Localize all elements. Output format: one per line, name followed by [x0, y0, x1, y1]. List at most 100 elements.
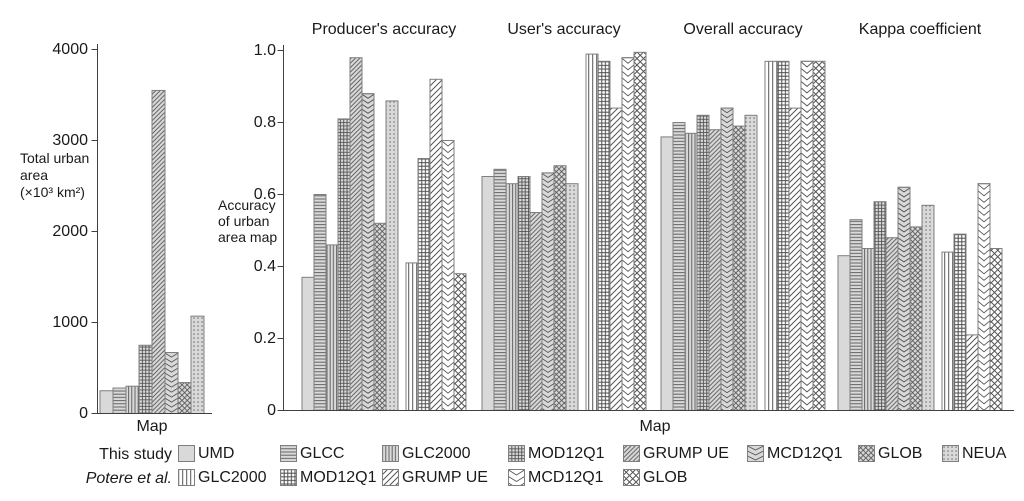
legend-swatch-icon	[508, 469, 525, 486]
bar-kappa-coefficient-glc2000	[861, 248, 875, 411]
bar-user-s-accuracy-grump-ue	[609, 107, 623, 411]
right-y-axis-title: Accuracy of urban area map	[218, 197, 277, 245]
bar-overall-accuracy-glob	[732, 125, 746, 411]
bar-total-urban-area-umd	[99, 390, 114, 414]
legend-row-label-this-study: This study	[99, 446, 172, 463]
left-y-axis-title-line: area	[20, 167, 49, 183]
legend-item-mcd12q1: MCD12Q1	[747, 445, 843, 462]
legend-swatch-icon	[178, 469, 195, 486]
bar-kappa-coefficient-neua	[921, 204, 935, 411]
bar-user-s-accuracy-neua	[565, 183, 579, 411]
bar-total-urban-area-glc2000	[125, 385, 140, 415]
bar-producer-s-accuracy-umd	[301, 276, 315, 411]
legend-item-umd: UMD	[178, 445, 234, 462]
bar-user-s-accuracy-glob	[553, 165, 567, 411]
bar-overall-accuracy-mod12q1	[696, 114, 710, 412]
group-title-producer-s-accuracy: Producer's accuracy	[311, 21, 457, 38]
bar-overall-accuracy-neua	[744, 114, 758, 412]
bar-overall-accuracy-grump-ue	[788, 107, 802, 411]
left-panel-y-tick-label: 0	[79, 404, 88, 422]
legend-item-label: GLCC	[300, 445, 345, 462]
bar-total-urban-area-grump-ue	[151, 89, 166, 414]
bar-producer-s-accuracy-grump-ue	[349, 57, 363, 411]
legend-swatch-icon	[623, 469, 640, 486]
bar-kappa-coefficient-glob	[989, 248, 1003, 411]
bar-user-s-accuracy-mcd12q1	[621, 57, 635, 411]
bar-user-s-accuracy-mod12q1	[597, 60, 611, 412]
bar-producer-s-accuracy-glob	[453, 273, 467, 412]
right-x-axis-label: Map	[639, 418, 671, 435]
bar-producer-s-accuracy-neua	[385, 100, 399, 412]
bar-overall-accuracy-glcc	[672, 122, 686, 411]
group-title-user-s-accuracy: User's accuracy	[507, 21, 621, 38]
legend-item-label: MCD12Q1	[528, 469, 604, 486]
left-panel-y-tick-label: 3000	[52, 131, 88, 149]
bar-kappa-coefficient-mod12q1	[953, 233, 967, 411]
bar-kappa-coefficient-glc2000	[941, 251, 955, 411]
legend-item-grump-ue: GRUMP UE	[382, 469, 488, 486]
legend-item-glcc: GLCC	[280, 445, 344, 462]
left-panel-y-tick-label: 2000	[52, 222, 88, 240]
legend-item-label: MOD12Q1	[528, 445, 605, 462]
right-panel-y-tick-label: 1.0	[253, 41, 276, 59]
group-title-kappa-coefficient: Kappa coefficient	[858, 21, 982, 38]
bar-user-s-accuracy-umd	[481, 176, 495, 411]
legend-swatch-icon	[747, 445, 764, 462]
bar-overall-accuracy-mod12q1	[776, 60, 790, 412]
right-y-axis-title-line: Accuracy	[218, 197, 276, 213]
bar-kappa-coefficient-grump-ue	[965, 334, 979, 411]
legend-item-label: GLC2000	[402, 445, 471, 462]
bar-user-s-accuracy-mod12q1	[517, 176, 531, 411]
bar-user-s-accuracy-glob	[633, 51, 647, 412]
legend-item-label: MCD12Q1	[767, 445, 843, 462]
left-y-axis-title-line: Total urban	[20, 150, 90, 166]
legend-row-label-potere-et-al: Potere et al.	[85, 470, 172, 487]
left-x-axis-label: Map	[136, 418, 168, 435]
legend-item-neua: NEUA	[942, 445, 1006, 462]
legend-swatch-icon	[942, 445, 959, 462]
right-panel-y-tick-label: 0.8	[253, 113, 276, 131]
right-panel-y-tick-label: 0.4	[253, 257, 276, 275]
bar-user-s-accuracy-glc2000	[505, 183, 519, 411]
bar-producer-s-accuracy-glc2000	[405, 262, 419, 411]
bar-user-s-accuracy-grump-ue	[529, 212, 543, 411]
legend-item-mcd12q1: MCD12Q1	[508, 469, 604, 486]
legend-item-mod12q1: MOD12Q1	[280, 469, 376, 486]
bar-overall-accuracy-umd	[660, 136, 674, 411]
legend-item-label: UMD	[198, 445, 235, 462]
bar-kappa-coefficient-glcc	[849, 219, 863, 411]
legend-item-label: MOD12Q1	[300, 469, 377, 486]
left-y-axis-title: Total urban area (×10³ km²)	[20, 150, 89, 201]
bar-producer-s-accuracy-glob	[373, 222, 387, 411]
bar-total-urban-area-mod12q1	[138, 344, 153, 414]
left-panel-y-tick-label: 1000	[52, 313, 88, 331]
legend-item-label: GRUMP UE	[402, 469, 488, 486]
legend-swatch-icon	[382, 469, 399, 486]
legend-item-mod12q1: MOD12Q1	[508, 445, 604, 462]
bar-user-s-accuracy-glc2000	[585, 53, 599, 411]
bar-total-urban-area-neua	[190, 315, 205, 415]
right-panel-y-tick-label: 0.2	[253, 329, 276, 347]
legend-item-label: GLC2000	[198, 469, 267, 486]
legend-swatch-icon	[858, 445, 875, 462]
right-panel-y-tick-label: 0.6	[253, 185, 276, 203]
bar-overall-accuracy-grump-ue	[708, 129, 722, 411]
legend-swatch-icon	[280, 445, 297, 462]
bar-total-urban-area-glcc	[112, 387, 127, 414]
bar-kappa-coefficient-grump-ue	[885, 237, 899, 411]
legend-item-label: GLOB	[643, 469, 688, 486]
legend-swatch-icon	[280, 469, 297, 486]
bar-overall-accuracy-glc2000	[764, 60, 778, 412]
legend-item-label: GRUMP UE	[643, 445, 729, 462]
bar-kappa-coefficient-glob	[909, 226, 923, 411]
bar-kappa-coefficient-umd	[837, 255, 851, 411]
bar-overall-accuracy-glob	[812, 60, 826, 412]
bar-user-s-accuracy-glcc	[493, 168, 507, 411]
left-y-axis-title-line: (×10³ km²)	[20, 184, 85, 200]
legend-item-label: GLOB	[878, 445, 923, 462]
bar-producer-s-accuracy-glc2000	[325, 244, 339, 411]
right-y-axis-title-line: of urban	[218, 213, 270, 229]
right-y-axis-title-line: area map	[218, 229, 278, 245]
left-panel-y-tick-label: 4000	[52, 40, 88, 58]
